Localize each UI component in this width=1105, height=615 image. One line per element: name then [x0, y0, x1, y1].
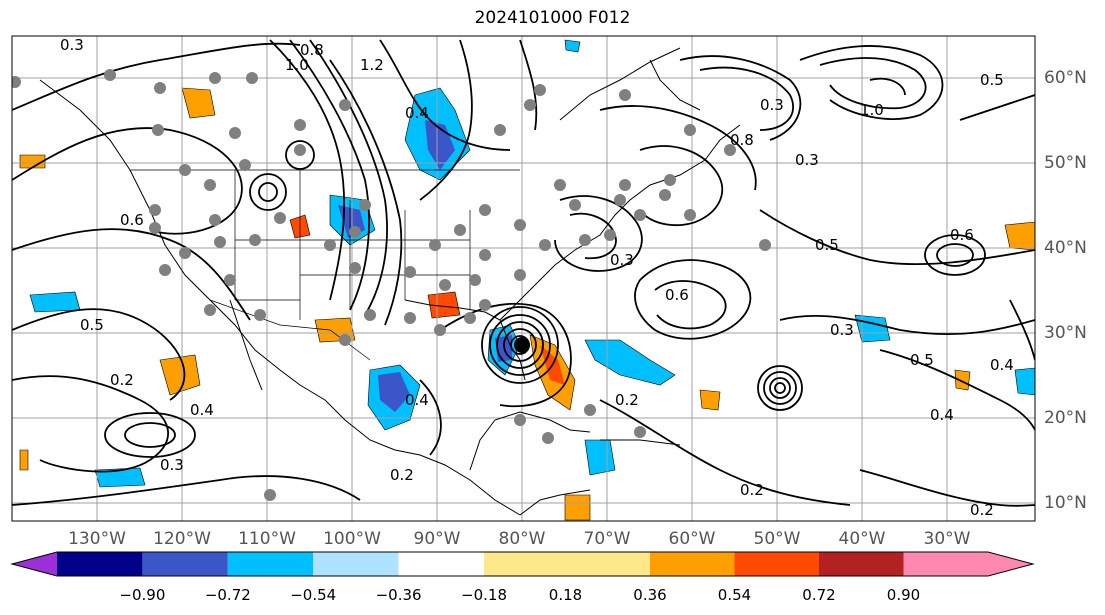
lon-label: 90°W	[413, 529, 461, 549]
lon-label: 40°W	[838, 529, 886, 549]
colorbar	[10, 551, 1035, 577]
contour-label: 0.6	[665, 286, 689, 304]
colorbar-extend-low	[12, 552, 57, 576]
colorbar-tick-label: 0.72	[802, 586, 836, 604]
contour-label: 0.2	[615, 391, 639, 409]
lon-label: 60°W	[668, 529, 716, 549]
lat-label: 50°N	[1044, 153, 1087, 173]
lat-label: 60°N	[1044, 68, 1087, 88]
colorbar-extend-high	[988, 552, 1033, 576]
lon-label: 100°W	[323, 529, 381, 549]
contour-label: 0.8	[300, 41, 324, 59]
contour-label: 0.4	[990, 356, 1014, 374]
colorbar-segment	[313, 552, 399, 576]
colorbar-segment	[398, 552, 484, 576]
lon-label: 50°W	[753, 529, 801, 549]
contour-label: 0.5	[815, 236, 839, 254]
contour-label: 0.4	[930, 406, 954, 424]
colorbar-outline	[10, 551, 1035, 577]
colorbar-tick-label: 0.36	[633, 586, 667, 604]
lon-label: 80°W	[498, 529, 546, 549]
contour-label: 0.3	[60, 36, 84, 54]
colorbar-tick-label: −0.18	[461, 586, 507, 604]
contour-label-group: 0.3 0.5 0.2 0.4 0.6 0.8 1.0 1.2 0.3 0.5 …	[60, 36, 1014, 519]
colorbar-tick-label: −0.90	[119, 586, 166, 604]
colorbar-segment	[484, 552, 650, 576]
colorbar-segment	[650, 552, 735, 576]
contour-label: 0.5	[80, 316, 104, 334]
lat-label: 40°N	[1044, 238, 1087, 258]
contour-label: 0.2	[740, 481, 764, 499]
lon-label: 120°W	[153, 529, 211, 549]
colorbar-segment	[227, 552, 314, 576]
lat-label: 20°N	[1044, 408, 1087, 428]
contour-label: 0.3	[760, 96, 784, 114]
contour-label: 0.3	[610, 251, 634, 269]
colorbar-segment	[819, 552, 904, 576]
colorbar-segment	[57, 552, 143, 576]
colorbar-segment	[903, 552, 988, 576]
colorbar-tick-label: 0.54	[717, 586, 752, 604]
contour-label: 0.2	[970, 501, 994, 519]
map-frame	[11, 35, 1036, 522]
storm-center-marker	[514, 337, 530, 353]
lat-label: 10°N	[1044, 493, 1087, 513]
colorbar-tick-label: −0.36	[375, 586, 422, 604]
colorbar-tick-label: 0.90	[886, 586, 921, 604]
lat-label: 30°N	[1044, 323, 1087, 343]
contour-label: 0.3	[795, 151, 819, 169]
contour-lines	[12, 39, 1035, 507]
contour-label: 0.6	[120, 211, 144, 229]
contour-label: 1.0	[860, 101, 884, 119]
contour-label: 0.4	[405, 391, 429, 409]
contour-label: 0.5	[910, 351, 934, 369]
lon-label: 70°W	[583, 529, 631, 549]
contour-label: 0.5	[980, 71, 1004, 89]
colorbar-segment	[734, 552, 819, 576]
contour-label: 0.8	[730, 131, 754, 149]
colorbar-tick-label: −0.72	[204, 586, 251, 604]
contour-label: 0.4	[405, 104, 429, 122]
contour-label: 0.2	[390, 466, 414, 484]
contour-label: 0.3	[830, 321, 854, 339]
contour-label: 0.6	[950, 226, 974, 244]
contour-label: 0.3	[160, 456, 184, 474]
map-title: 2024101000 F012	[474, 8, 631, 28]
colorbar-tick-label: 0.18	[548, 586, 583, 604]
observation-dots	[12, 69, 771, 501]
contour-label: 1.2	[360, 56, 384, 74]
contour-label: 1.0	[285, 56, 309, 74]
lon-label: 30°W	[923, 529, 971, 549]
lon-label: 110°W	[238, 529, 296, 549]
contour-label: 0.2	[110, 371, 134, 389]
weather-map: 0.3 0.5 0.2 0.4 0.6 0.8 1.0 1.2 0.3 0.5 …	[11, 35, 1036, 522]
lon-label: 130°W	[68, 529, 126, 549]
colorbar-segment	[142, 552, 228, 576]
colorbar-tick-label: −0.54	[290, 586, 337, 604]
contour-label: 0.4	[190, 401, 214, 419]
